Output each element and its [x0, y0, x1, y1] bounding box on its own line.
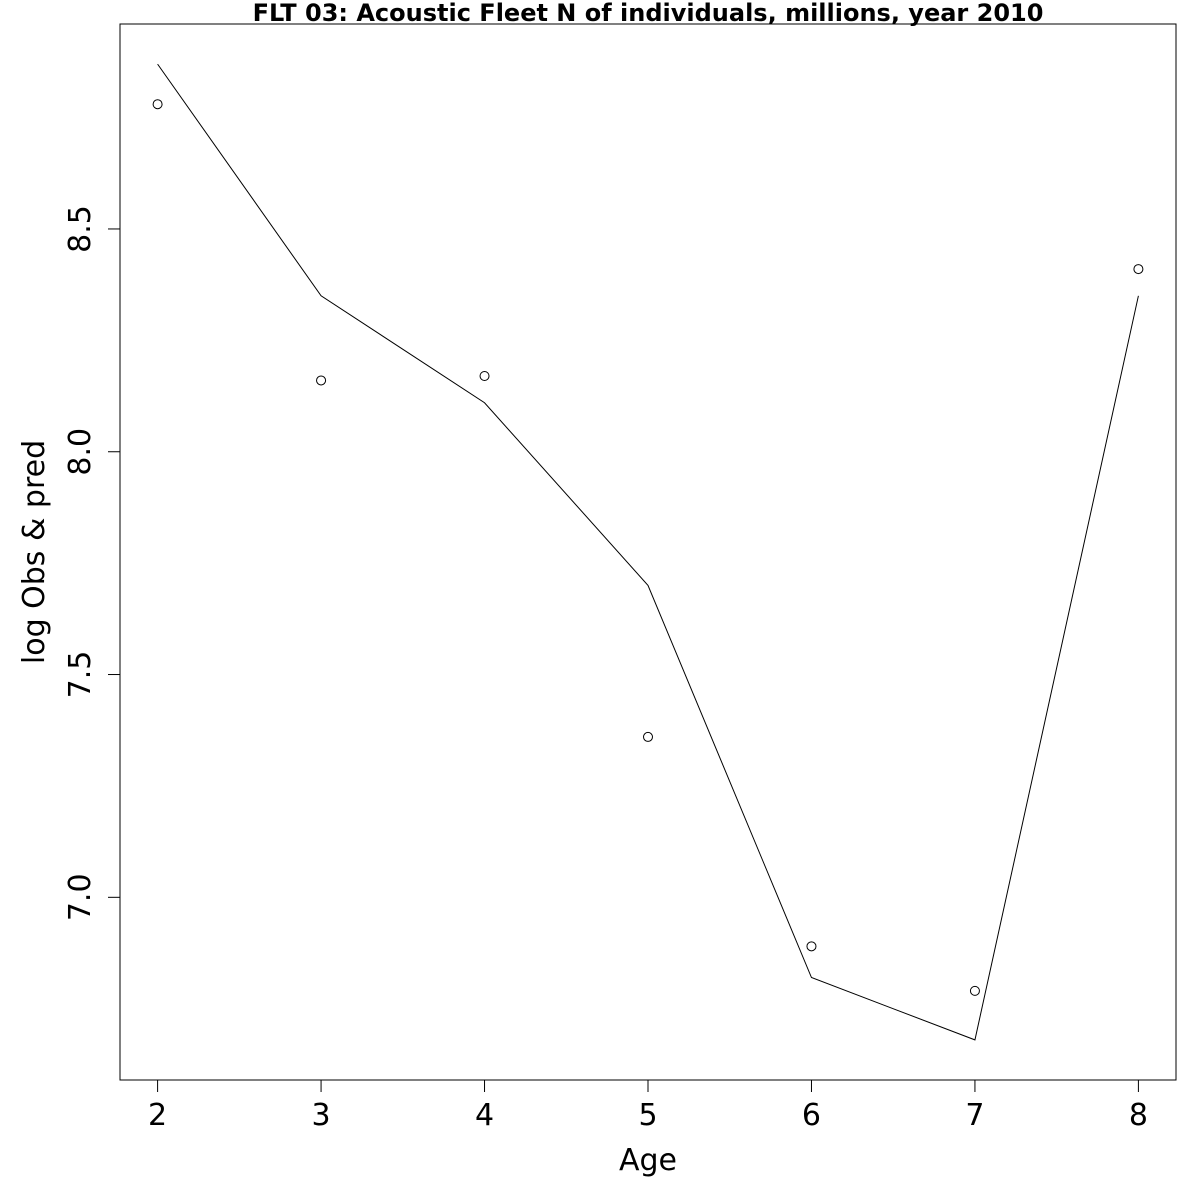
y-tick-label: 7.5	[63, 651, 98, 699]
observed-point	[969, 985, 980, 996]
predicted-line	[157, 63, 1139, 1041]
x-tick-label: 8	[1129, 1098, 1148, 1133]
x-tick-label: 5	[638, 1098, 657, 1133]
observed-point	[316, 375, 327, 386]
x-axis-label: Age	[619, 1143, 677, 1178]
y-axis: 7.0 7.5 8.0 8.5	[63, 205, 121, 921]
y-tick-label: 7.0	[63, 873, 98, 921]
x-axis: 2 3 4 5 6 7 8	[148, 1079, 1148, 1133]
plot-area	[152, 63, 1144, 1041]
plot-frame	[119, 23, 1177, 1081]
x-tick-label: 3	[312, 1098, 331, 1133]
observed-point	[806, 941, 817, 952]
observed-point	[152, 99, 163, 110]
x-tick-label: 7	[965, 1098, 984, 1133]
chart-title: FLT 03: Acoustic Fleet N of individuals,…	[253, 0, 1044, 27]
observed-point	[1133, 264, 1144, 275]
x-tick-label: 6	[802, 1098, 821, 1133]
y-tick-label: 8.0	[63, 428, 98, 476]
x-tick-label: 4	[475, 1098, 494, 1133]
observed-point	[643, 731, 653, 742]
y-tick-label: 8.5	[63, 205, 98, 253]
observed-point	[479, 371, 490, 381]
x-tick-label: 2	[148, 1098, 167, 1133]
y-axis-label: log Obs & pred	[17, 440, 52, 664]
